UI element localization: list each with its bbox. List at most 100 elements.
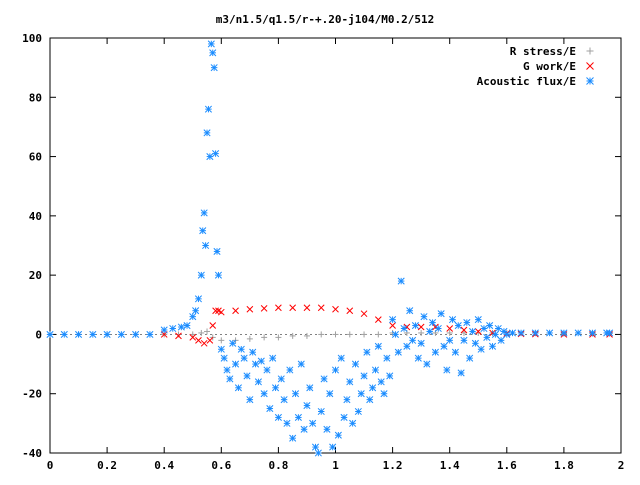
y-tick-label: 0 <box>35 328 42 341</box>
data-point <box>266 404 274 413</box>
data-point <box>212 307 219 315</box>
data-point <box>394 348 402 356</box>
data-point <box>280 396 288 404</box>
data-point <box>195 337 202 344</box>
data-point <box>346 331 353 338</box>
data-point <box>189 334 197 341</box>
data-point <box>343 396 351 404</box>
data-point <box>210 64 218 72</box>
data-point <box>332 331 339 338</box>
data-point <box>349 419 357 427</box>
data-point <box>203 129 211 137</box>
data-point <box>289 434 297 442</box>
data-point <box>204 105 213 113</box>
data-point <box>160 326 168 334</box>
data-point <box>243 372 251 380</box>
data-point <box>249 348 257 356</box>
data-point <box>252 360 260 368</box>
data-point <box>229 339 237 347</box>
series-acoustic-flux-e <box>46 40 614 457</box>
x-tick-label: 0 <box>47 459 54 472</box>
data-point <box>340 413 348 421</box>
data-point <box>346 378 354 386</box>
data-point <box>200 339 208 347</box>
data-point <box>380 390 388 398</box>
data-point <box>234 384 242 392</box>
data-point <box>323 425 331 433</box>
data-point <box>269 354 277 362</box>
data-point <box>460 329 467 336</box>
data-point <box>346 307 354 315</box>
data-point <box>483 333 491 341</box>
data-point <box>418 329 425 336</box>
data-point <box>204 328 211 335</box>
data-point <box>403 342 411 350</box>
legend-label: R stress/E <box>510 45 576 58</box>
data-point <box>360 310 368 318</box>
data-point <box>314 449 322 457</box>
x-tick-label: 1.6 <box>497 459 517 472</box>
data-point <box>207 40 215 48</box>
data-point <box>517 329 525 337</box>
data-point <box>480 324 488 333</box>
data-point <box>351 360 360 368</box>
data-point <box>289 332 296 339</box>
data-point <box>494 324 502 333</box>
data-point <box>260 390 268 398</box>
data-point <box>409 336 417 344</box>
data-point <box>132 330 140 338</box>
data-point <box>397 277 405 285</box>
data-point <box>202 241 210 250</box>
data-point <box>240 354 248 362</box>
data-point <box>146 330 154 338</box>
data-point <box>429 319 437 327</box>
data-point <box>89 330 97 338</box>
data-point <box>332 305 339 313</box>
data-point <box>220 354 228 362</box>
data-point <box>503 330 511 338</box>
data-point <box>117 330 125 338</box>
data-point <box>443 366 451 374</box>
data-point <box>206 153 214 161</box>
data-point <box>275 304 282 312</box>
data-point <box>417 339 425 347</box>
data-point <box>363 348 371 356</box>
data-point <box>274 413 282 421</box>
data-point <box>437 310 445 318</box>
data-point <box>206 337 214 344</box>
data-point <box>309 419 317 427</box>
data-point <box>488 342 497 350</box>
data-point <box>60 330 68 338</box>
data-point <box>508 329 517 337</box>
data-point <box>457 369 465 377</box>
data-point <box>491 330 499 338</box>
x-tick-label: 2 <box>618 459 625 472</box>
data-point <box>606 329 614 337</box>
data-point <box>451 348 459 356</box>
data-point <box>286 366 294 374</box>
legend-marker <box>586 77 594 85</box>
data-point <box>371 366 380 374</box>
data-point <box>218 337 225 344</box>
x-tick-label: 1.8 <box>554 459 574 472</box>
x-tick-label: 0.4 <box>154 459 174 472</box>
data-point <box>317 407 325 416</box>
data-point <box>297 360 305 368</box>
y-tick-label: -40 <box>22 447 42 460</box>
data-point <box>377 378 385 386</box>
x-tick-label: 0.6 <box>211 459 231 472</box>
data-point <box>192 307 200 315</box>
data-point <box>189 331 196 338</box>
data-point <box>468 327 477 336</box>
data-point <box>283 419 291 427</box>
data-point <box>449 316 457 324</box>
data-point <box>74 330 83 338</box>
data-point <box>214 271 222 279</box>
data-point <box>199 227 207 235</box>
data-point <box>423 360 431 368</box>
data-point <box>460 326 468 334</box>
data-point <box>209 322 217 329</box>
data-point <box>440 342 448 350</box>
data-point <box>254 378 262 386</box>
y-axis: -40 -20 0 20 40 60 80 100 <box>22 32 621 460</box>
